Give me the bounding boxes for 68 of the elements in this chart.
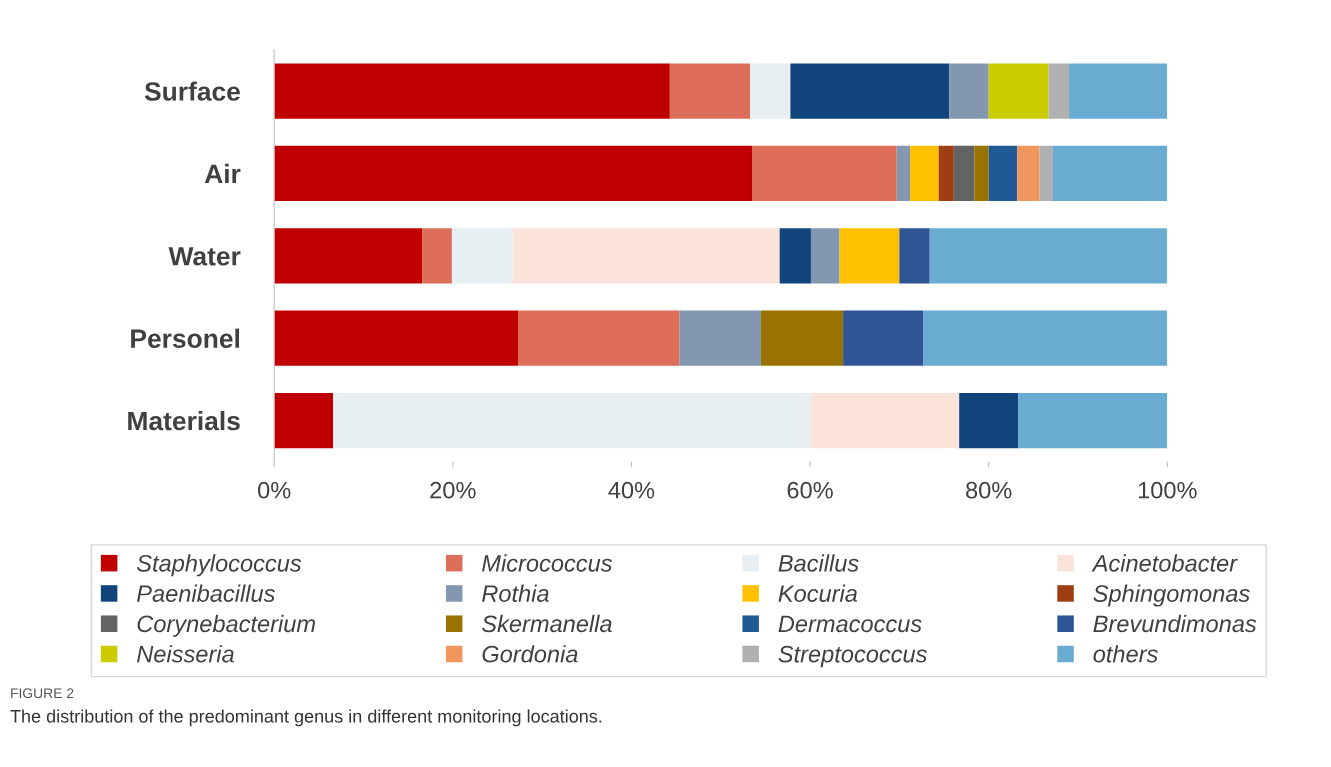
legend-label: Gordonia — [482, 645, 578, 663]
bar — [988, 63, 1049, 119]
bar — [750, 63, 791, 119]
y-tick-label: Water — [168, 247, 241, 266]
bar — [929, 228, 1168, 284]
bar — [974, 145, 989, 202]
bar — [752, 145, 897, 202]
bar — [679, 310, 761, 366]
legend-label: Paenibacillus — [137, 584, 275, 602]
x-tick-label: 20% — [430, 481, 476, 499]
bar — [274, 63, 670, 119]
legend-label: Neisseria — [137, 645, 234, 663]
bar — [959, 392, 1019, 449]
bar — [274, 228, 423, 284]
bar — [988, 145, 1018, 202]
legend-label: Kocuria — [778, 584, 858, 602]
bar — [1039, 145, 1053, 202]
legend-label: Skermanella — [481, 614, 612, 633]
y-tick-label: Surface — [144, 81, 240, 101]
legend-label: Brevundimonas — [1093, 614, 1257, 633]
bar — [910, 145, 939, 202]
bar — [949, 63, 989, 119]
bar — [896, 145, 911, 202]
y-tick-label: Air — [204, 163, 241, 183]
y-tick-label: Personel — [131, 328, 239, 348]
caption: FIGURE 2 — [11, 688, 74, 699]
x-tick-label: 0% — [258, 481, 291, 499]
legend-label: Acinetobacter — [1091, 554, 1238, 572]
bar — [518, 310, 680, 366]
bar — [451, 228, 513, 284]
bar — [274, 310, 518, 366]
bar — [1069, 63, 1168, 119]
y-tick-label: Materials — [128, 410, 240, 431]
x-tick-label: 40% — [608, 481, 655, 499]
bar — [843, 310, 924, 366]
bar — [1017, 145, 1040, 202]
bar — [669, 63, 751, 119]
legend-label: Sphingomonas — [1093, 584, 1250, 607]
bar — [810, 392, 960, 449]
bar — [779, 228, 811, 284]
text: The distribution of the predominant genus in different monitoring locations. — [10, 709, 602, 727]
bar — [938, 145, 954, 202]
bar — [274, 145, 752, 202]
bar — [1052, 145, 1168, 202]
bar — [790, 63, 950, 119]
bar — [1048, 63, 1070, 119]
bar — [899, 228, 930, 284]
bar — [810, 228, 840, 284]
bar — [953, 145, 975, 202]
x-tick-label: 60% — [787, 481, 833, 499]
bar — [760, 310, 844, 366]
bar — [512, 228, 780, 284]
x-tick-label: 100% — [1138, 481, 1197, 499]
bar — [422, 228, 452, 284]
legend-label: Staphylococcus — [136, 554, 302, 577]
bar — [1018, 392, 1168, 449]
legend-label: Rothia — [482, 584, 549, 602]
bar — [274, 392, 334, 449]
bar — [923, 310, 1168, 366]
legend-label: Corynebacterium — [137, 614, 315, 637]
x-tick-label: 80% — [966, 481, 1012, 499]
legend-label: Streptococcus — [778, 645, 927, 668]
legend-label: Bacillus — [778, 554, 859, 572]
legend-label: others — [1093, 645, 1158, 663]
bar — [333, 392, 811, 449]
legend-label: Micrococcus — [482, 554, 613, 572]
bar — [839, 228, 900, 284]
legend-label: Dermacoccus — [778, 615, 922, 633]
